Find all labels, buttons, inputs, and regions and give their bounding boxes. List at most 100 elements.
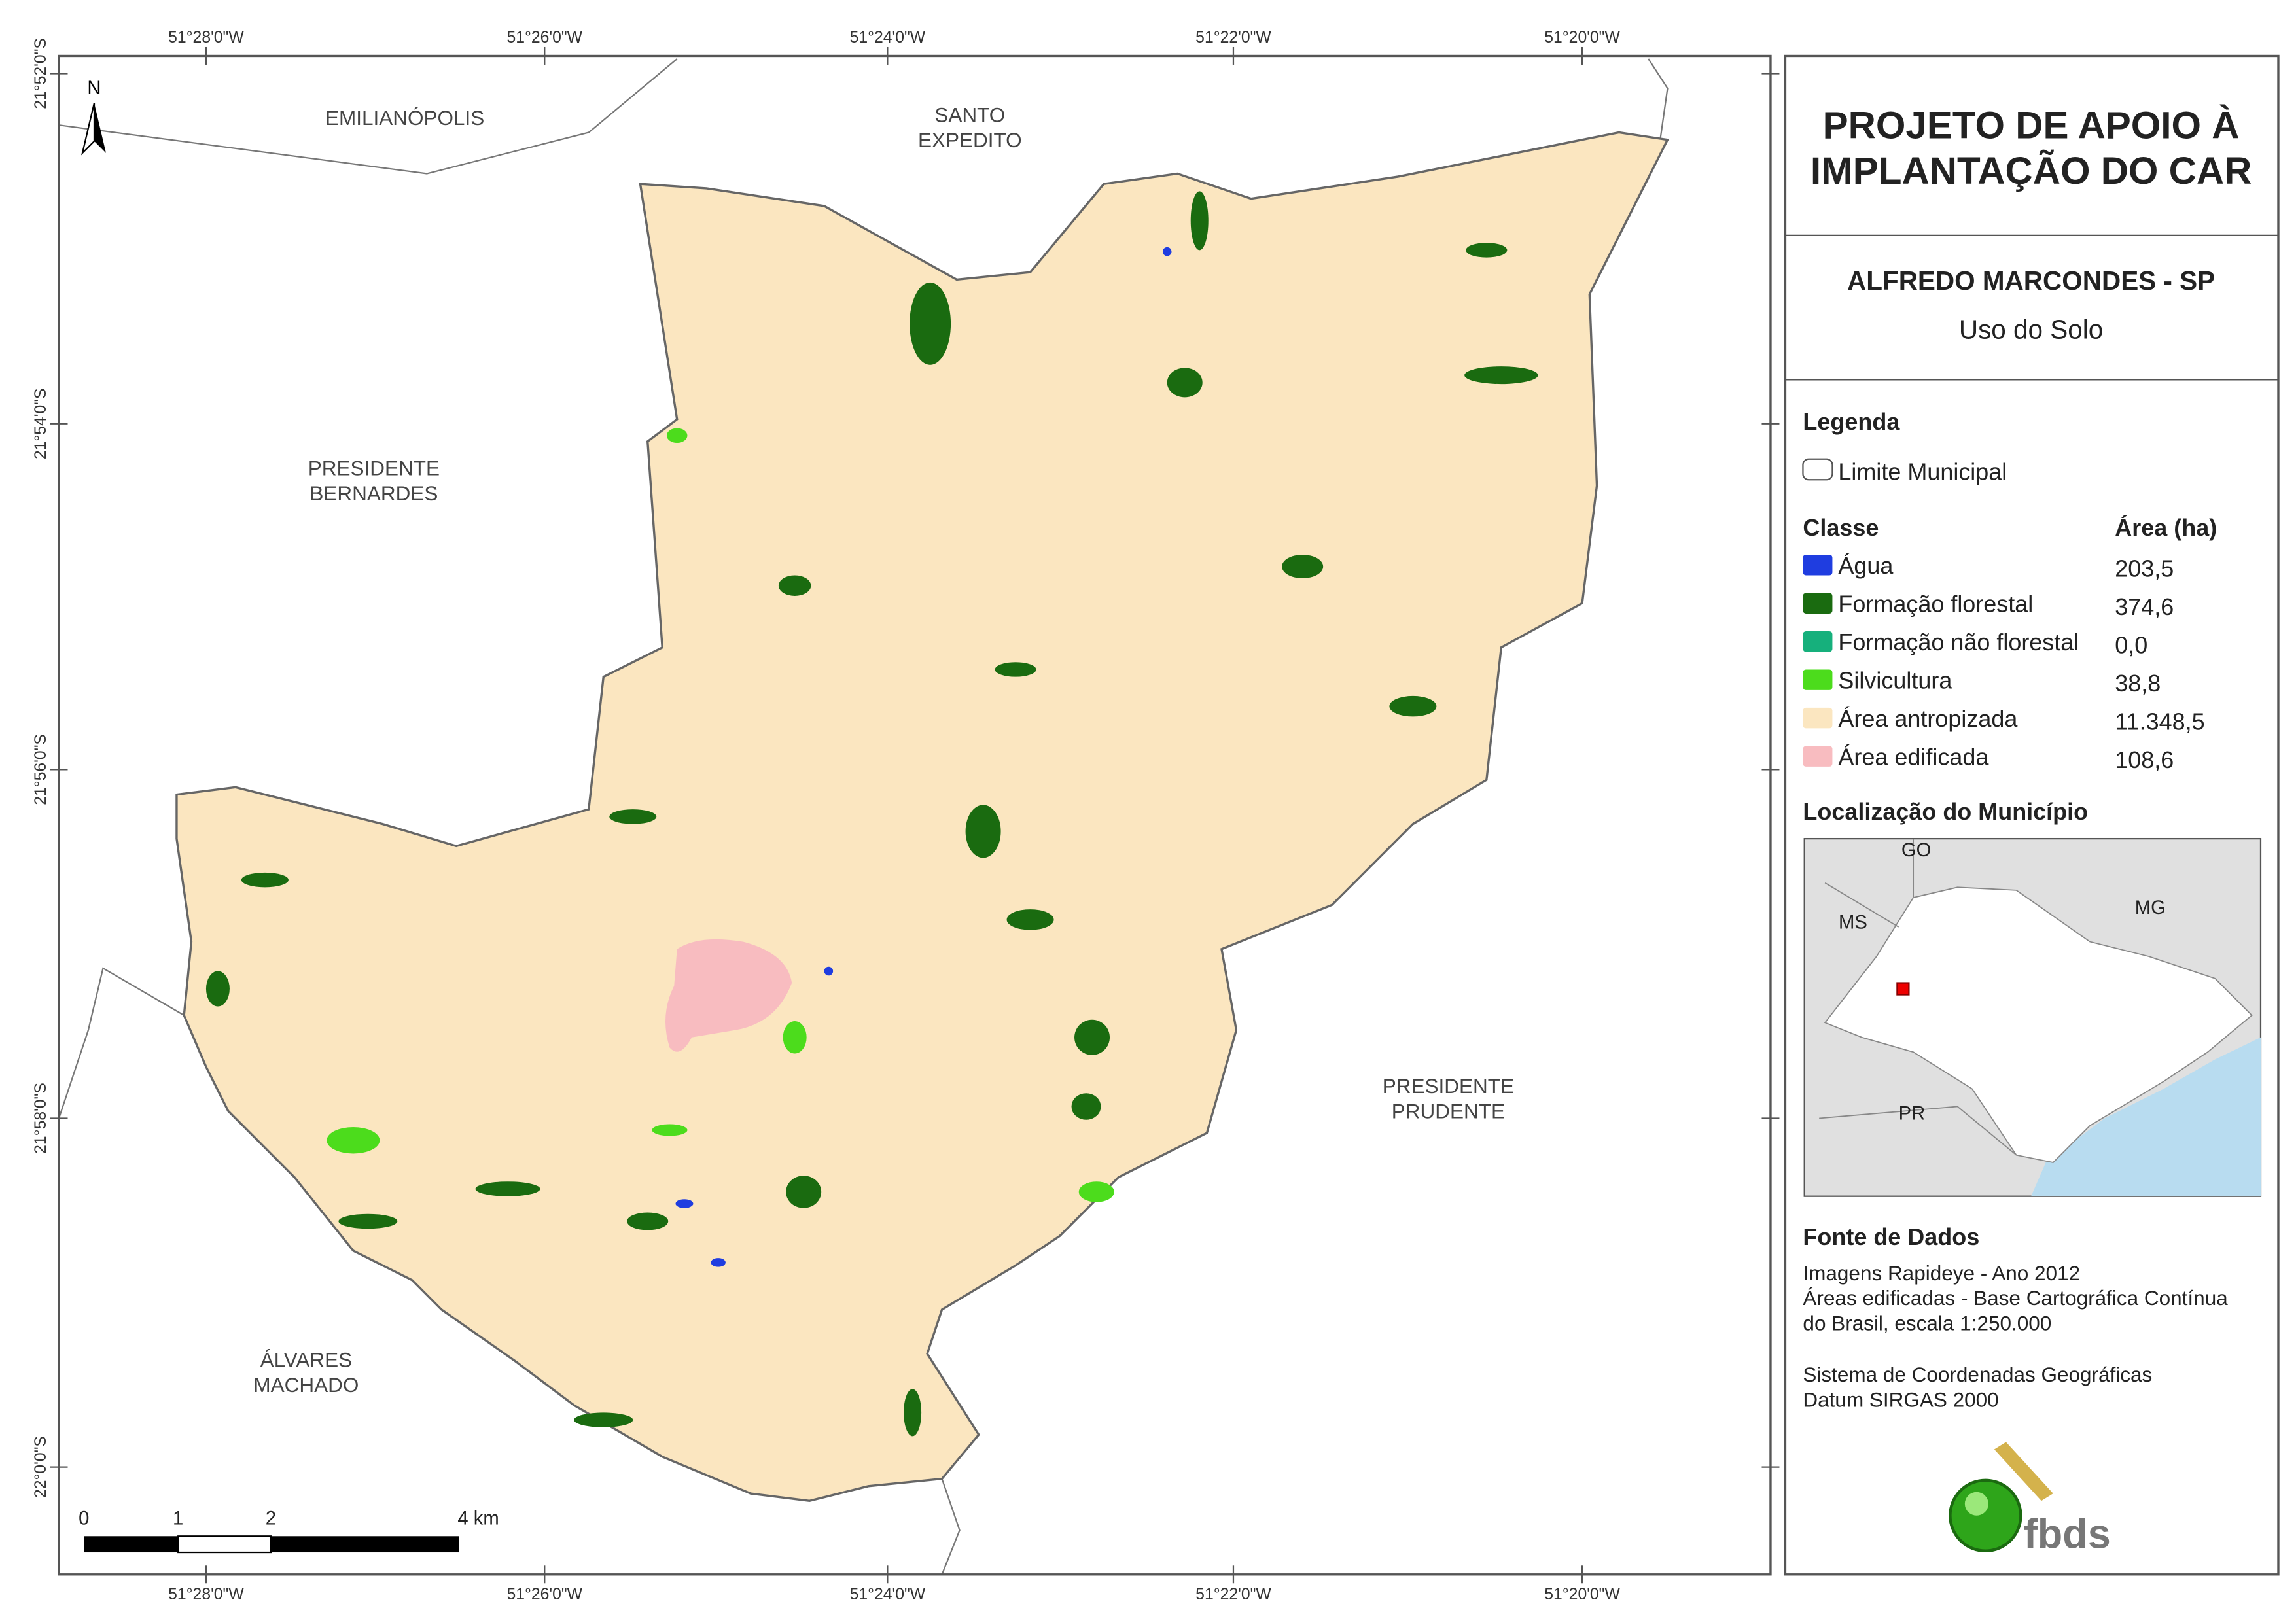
class-swatch	[1803, 554, 1833, 576]
legend-label: Limite Municipal	[1838, 458, 2007, 485]
source-line: Imagens Rapideye - Ano 2012	[1803, 1261, 2080, 1285]
class-header: Classe	[1803, 514, 1879, 541]
inset-label: MS	[1839, 912, 1867, 933]
forest-patch	[1071, 1093, 1101, 1120]
place-label: PRESIDENTE	[1383, 1074, 1514, 1098]
scale-bar	[84, 1536, 179, 1553]
municipality-boundary	[175, 131, 1670, 1503]
silviculture-patch	[1078, 1181, 1114, 1202]
map-frame	[58, 54, 1772, 1576]
side-panel: PROJETO DE APOIO À IMPLANTAÇÃO DO CAR AL…	[1784, 54, 2280, 1576]
logo-mark	[1964, 1492, 1988, 1516]
class-area: 38,8	[2115, 670, 2161, 697]
place-label: BERNARDES	[309, 481, 438, 505]
inset-state	[1824, 886, 2253, 1163]
scale-label: 2	[266, 1508, 276, 1529]
class-area: 0,0	[2115, 632, 2147, 659]
class-swatch	[1803, 631, 1833, 652]
scale-label: 0	[79, 1508, 89, 1529]
inset-label: GO	[1901, 840, 1931, 861]
place-label: PRESIDENTE	[308, 457, 440, 480]
forest-patch	[910, 282, 951, 365]
north-arrow	[94, 103, 106, 153]
longitude-label: 51°24'0"W	[850, 29, 926, 46]
logo-text: fbds	[2024, 1511, 2111, 1557]
logo-mark	[1994, 1442, 2053, 1501]
forest-patch	[1464, 366, 1538, 385]
forest-patch	[778, 575, 811, 596]
area-header: Área (ha)	[2115, 514, 2217, 541]
class-swatch	[1803, 669, 1833, 690]
inset-ocean	[2031, 1037, 2261, 1196]
silviculture-patch	[327, 1126, 380, 1154]
title: IMPLANTAÇÃO DO CAR	[1810, 149, 2252, 192]
forest-patch	[241, 872, 289, 888]
longitude-label: 51°24'0"W	[850, 1586, 926, 1603]
longitude-label: 51°22'0"W	[1195, 29, 1271, 46]
forest-patch	[1282, 554, 1324, 578]
boundary-swatch	[1802, 458, 1833, 481]
north-arrow	[80, 103, 96, 156]
subtitle: Uso do Solo	[1959, 314, 2103, 344]
place-label: MACHADO	[253, 1373, 359, 1397]
latitude-label: 22°0'0"S	[32, 1436, 50, 1498]
neighbour-boundary	[58, 58, 1669, 1575]
silviculture-patch	[783, 1021, 807, 1054]
location-title: Localização do Município	[1803, 798, 2088, 825]
scale-label: 1	[173, 1508, 183, 1529]
longitude-label: 51°26'0"W	[507, 1586, 583, 1603]
water-patch	[711, 1258, 726, 1267]
longitude-label: 51°28'0"W	[168, 1586, 244, 1603]
place-label: SANTO	[934, 103, 1005, 127]
forest-patch	[627, 1212, 669, 1230]
latitude-label: 21°52'0"S	[32, 38, 50, 109]
latitude-label: 21°54'0"S	[32, 388, 50, 459]
forest-patch	[574, 1412, 633, 1427]
place-label: EXPEDITO	[918, 128, 1022, 152]
class-area: 374,6	[2115, 593, 2174, 620]
legend-title: Legenda	[1803, 408, 1900, 435]
class-swatch	[1803, 746, 1833, 767]
title: PROJETO DE APOIO À	[1823, 103, 2240, 147]
forest-patch	[475, 1181, 540, 1196]
source-line: Áreas edificadas - Base Cartográfica Con…	[1803, 1286, 2228, 1310]
water-patches	[675, 247, 1172, 1267]
class-swatch	[1803, 593, 1833, 614]
class-area: 11.348,5	[2115, 708, 2204, 735]
source-line: Datum SIRGAS 2000	[1803, 1387, 1998, 1411]
panel-frame	[1784, 54, 2280, 1576]
forest-patch	[1190, 191, 1209, 251]
latitude-label: 21°56'0"S	[32, 734, 50, 805]
scale-bar	[270, 1536, 459, 1553]
legend-classes: Água 203,5 Formação florestal 374,6 Formação…	[1803, 552, 2205, 773]
forest-patch	[1006, 909, 1054, 930]
silviculture-patch	[666, 428, 688, 444]
map-area: N	[58, 54, 1772, 1576]
class-area: 108,6	[2115, 746, 2174, 773]
place-labels: EMILIANÓPOLIS SANTO EXPEDITO PRESIDENTE …	[253, 103, 1514, 1397]
class-name: Água	[1838, 552, 1893, 579]
place-label: PRUDENTE	[1392, 1099, 1505, 1123]
silviculture-patches	[327, 428, 1114, 1202]
sources-title: Fonte de Dados	[1803, 1223, 1979, 1250]
silviculture-patch	[652, 1124, 688, 1136]
forest-patch	[1389, 695, 1437, 717]
source-line: Sistema de Coordenadas Geográficas	[1803, 1363, 2152, 1386]
north-label: N	[87, 78, 101, 99]
class-name: Silvicultura	[1838, 667, 1952, 694]
longitude-label: 51°20'0"W	[1544, 1586, 1620, 1603]
forest-patch	[786, 1176, 822, 1208]
place-label: ÁLVARES	[260, 1348, 353, 1372]
forest-patch	[995, 662, 1036, 677]
longitude-label: 51°28'0"W	[168, 29, 244, 46]
class-name: Formação não florestal	[1838, 629, 2079, 655]
water-patch	[1162, 247, 1172, 256]
forest-patch	[904, 1389, 922, 1437]
forest-patch	[965, 805, 1001, 858]
forest-patch	[609, 809, 657, 824]
forest-patches	[205, 191, 1538, 1437]
forest-patch	[1466, 243, 1508, 258]
longitude-label: 51°22'0"W	[1195, 1586, 1271, 1603]
